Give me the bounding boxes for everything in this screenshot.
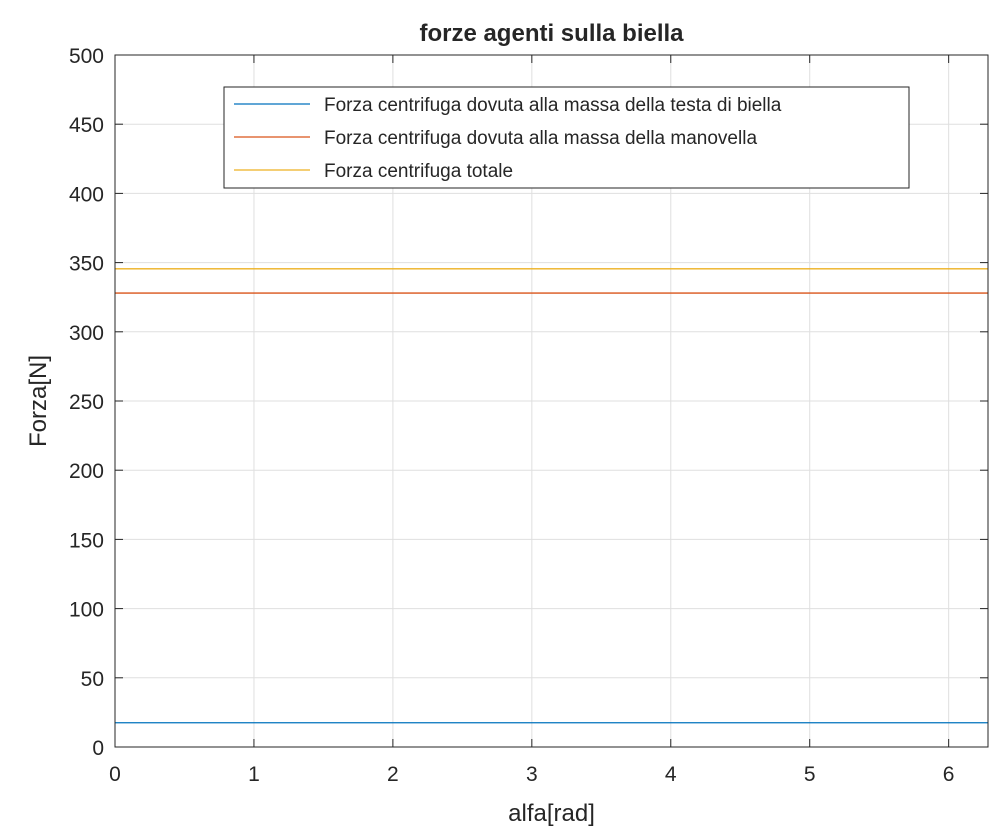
y-tick-label: 250	[69, 391, 104, 414]
y-tick-label: 450	[69, 114, 104, 137]
legend-label: Forza centrifuga dovuta alla massa della…	[324, 95, 782, 116]
series-layer	[115, 268, 988, 724]
y-tick-label: 300	[69, 322, 104, 345]
y-tick-labels: 0 50 100 150 200 250 300 350 400 450 500	[69, 45, 104, 760]
y-tick-label: 200	[69, 460, 104, 483]
x-tick-label: 4	[665, 763, 677, 786]
x-tick-labels: 0 1 2 3 4 5 6	[109, 763, 954, 786]
x-tick-label: 1	[248, 763, 260, 786]
y-tick-label: 50	[81, 668, 104, 691]
legend-box	[223, 86, 910, 189]
x-axis-label: alfa[rad]	[508, 800, 595, 827]
y-tick-label: 100	[69, 599, 104, 622]
x-tick-label: 3	[526, 763, 538, 786]
legend: Forza centrifuga dovuta alla massa della…	[223, 86, 910, 189]
y-axis-label: Forza[N]	[25, 355, 52, 447]
chart-title: forze agenti sulla biella	[419, 20, 684, 47]
y-tick-label: 500	[69, 45, 104, 68]
y-tick-label: 0	[92, 737, 104, 760]
x-tick-label: 6	[943, 763, 955, 786]
x-tick-label: 5	[804, 763, 816, 786]
x-tick-label: 2	[387, 763, 399, 786]
tick-marks	[114, 54, 988, 748]
y-tick-label: 150	[69, 529, 104, 552]
legend-label: Forza centrifuga dovuta alla massa della…	[324, 128, 757, 149]
x-tick-label: 0	[109, 763, 121, 786]
y-tick-label: 350	[69, 253, 104, 276]
y-tick-label: 400	[69, 183, 104, 206]
legend-label: Forza centrifuga totale	[324, 161, 513, 182]
